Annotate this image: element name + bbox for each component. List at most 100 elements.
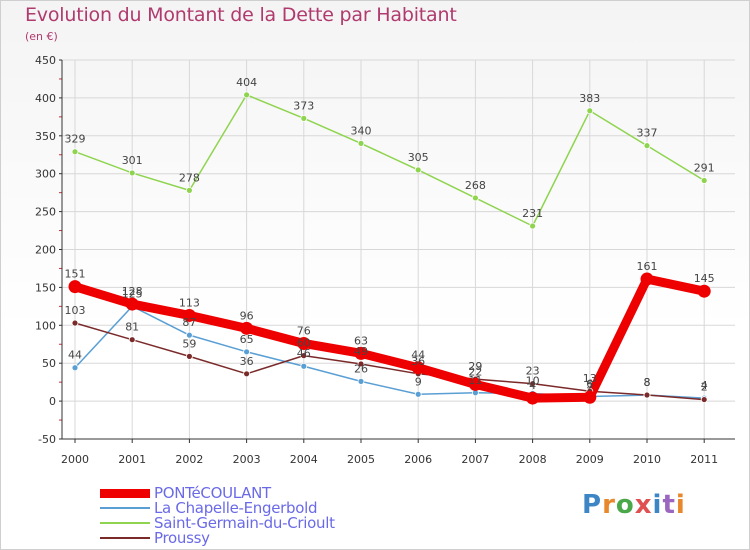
data-label-3: 36 — [240, 355, 254, 368]
data-label-0: 44 — [411, 349, 425, 362]
legend-swatch — [100, 507, 150, 509]
data-point-0 — [68, 280, 82, 294]
data-label-3: 59 — [182, 337, 196, 350]
data-point-0 — [354, 346, 368, 360]
data-label-2: 268 — [465, 179, 486, 192]
series-line-1 — [74, 305, 705, 399]
data-label-2: 278 — [179, 171, 200, 184]
x-tick-label: 2004 — [290, 453, 318, 466]
data-point-1 — [71, 364, 79, 372]
data-label-1: 46 — [297, 347, 311, 360]
x-tick-label: 2001 — [118, 453, 146, 466]
data-point-2 — [700, 177, 708, 184]
data-label-2: 301 — [122, 154, 143, 167]
data-point-3 — [185, 352, 193, 360]
x-tick-label: 2006 — [404, 453, 432, 466]
data-label-0: 76 — [297, 324, 311, 337]
data-point-1 — [185, 331, 193, 339]
y-tick-label: 150 — [35, 281, 56, 294]
data-point-2 — [185, 186, 193, 194]
legend-label: Proussy — [154, 529, 210, 547]
data-point-3 — [529, 380, 536, 388]
data-point-2 — [586, 107, 594, 115]
data-label-0: 128 — [122, 285, 143, 298]
data-label-0: 96 — [240, 309, 254, 322]
y-tick-label: 300 — [35, 168, 56, 181]
y-tick-label: 400 — [35, 92, 56, 105]
x-tick-label: 2000 — [61, 453, 89, 466]
data-point-2 — [357, 139, 365, 147]
data-point-2 — [243, 91, 251, 99]
data-label-0: 5 — [586, 378, 593, 391]
data-label-3: 29 — [468, 360, 482, 373]
data-label-3: 49 — [354, 345, 368, 358]
data-point-0 — [125, 297, 139, 311]
data-label-2: 373 — [293, 99, 314, 112]
data-point-3 — [300, 352, 308, 360]
y-tick-label: 100 — [35, 319, 56, 332]
data-label-3: 103 — [65, 304, 86, 317]
y-tick-label: 250 — [35, 206, 56, 219]
y-tick-label: 450 — [35, 54, 56, 67]
data-label-0: 4 — [529, 379, 536, 392]
data-label-0: 63 — [354, 334, 368, 347]
data-label-2: 404 — [236, 76, 257, 89]
proxiti-logo: Proxiti — [582, 490, 686, 520]
x-tick-label: 2008 — [519, 453, 547, 466]
data-label-1: 6 — [586, 378, 593, 391]
data-point-0 — [182, 308, 196, 322]
data-label-2: 291 — [694, 162, 715, 175]
y-tick-label: 0 — [49, 395, 56, 408]
data-label-3: 81 — [125, 321, 139, 334]
data-label-2: 305 — [408, 151, 429, 164]
data-label-1: 10 — [526, 375, 540, 388]
data-label-3: 13 — [583, 372, 597, 385]
data-label-0: 22 — [468, 365, 482, 378]
data-label-2: 337 — [637, 127, 658, 140]
data-label-1: 87 — [182, 316, 196, 329]
data-point-0 — [297, 336, 311, 350]
data-label-1: 125 — [122, 287, 143, 300]
data-label-2: 383 — [579, 92, 600, 105]
x-tick-label: 2005 — [347, 453, 375, 466]
data-point-0 — [468, 377, 482, 391]
data-label-3: 60 — [297, 337, 311, 350]
data-point-0 — [640, 272, 654, 286]
data-label-2: 231 — [522, 207, 543, 220]
data-point-3 — [357, 360, 365, 368]
series-line-2 — [74, 94, 705, 227]
data-label-1: 11 — [468, 374, 482, 387]
y-tick-label: 200 — [35, 244, 56, 257]
data-label-0: 113 — [179, 296, 200, 309]
legend-swatch — [100, 522, 150, 524]
data-point-2 — [643, 142, 651, 150]
legend-label: Saint-Germain-du-Crioult — [154, 514, 335, 532]
data-point-1 — [300, 362, 308, 370]
data-label-0: 161 — [637, 260, 658, 273]
data-label-0: 145 — [694, 272, 715, 285]
data-point-2 — [300, 114, 308, 122]
data-point-3 — [700, 396, 708, 403]
data-point-0 — [697, 284, 711, 298]
data-point-2 — [128, 169, 136, 177]
y-tick-label: -50 — [38, 433, 56, 446]
data-label-1: 4 — [701, 379, 708, 392]
data-point-1 — [414, 390, 422, 398]
data-point-3 — [643, 391, 651, 399]
legend-swatch — [100, 488, 150, 498]
x-tick-label: 2009 — [576, 453, 604, 466]
data-label-1: 9 — [415, 375, 422, 388]
series-line-3 — [74, 322, 705, 401]
data-label-3: 23 — [526, 365, 540, 378]
data-point-1 — [357, 377, 365, 385]
x-tick-label: 2003 — [233, 453, 261, 466]
data-label-3: 2 — [701, 381, 708, 394]
data-point-2 — [471, 194, 479, 202]
y-tick-label: 50 — [42, 357, 56, 370]
x-tick-label: 2007 — [461, 453, 489, 466]
data-label-1: 65 — [240, 333, 254, 346]
legend-label: PONTéCOULANT — [154, 484, 271, 502]
data-label-3: 36 — [411, 355, 425, 368]
